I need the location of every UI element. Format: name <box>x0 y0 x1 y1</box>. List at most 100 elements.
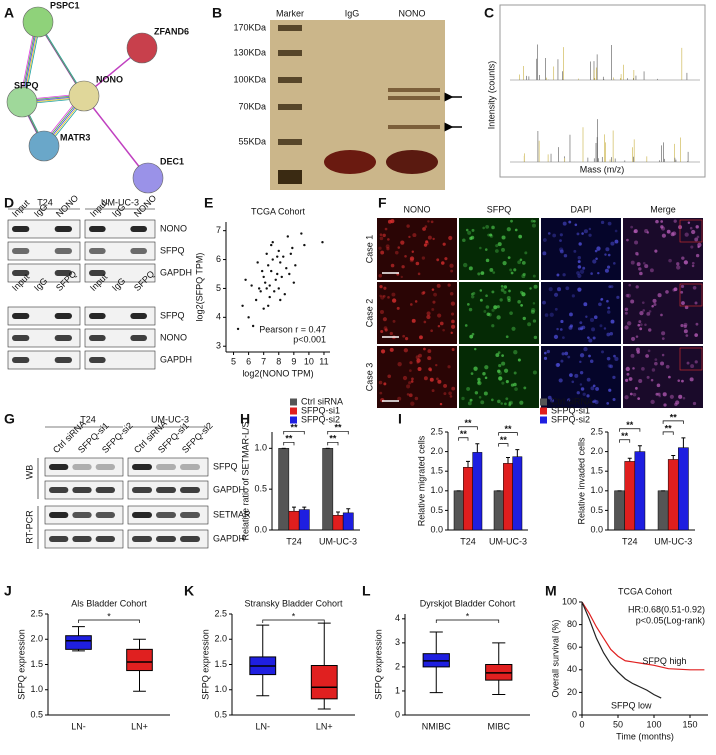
cell-dot <box>450 312 455 316</box>
panel-label: D <box>4 195 14 211</box>
cell-dot <box>675 400 680 405</box>
gel-band <box>386 150 438 174</box>
cell-dot <box>682 396 686 400</box>
cell-dot <box>401 265 405 269</box>
cell-dot <box>437 324 441 328</box>
y-tick-label: 2.5 <box>30 608 43 618</box>
cell-dot <box>436 258 440 262</box>
x-tick-label: 0 <box>579 719 584 729</box>
cell-dot <box>576 232 580 236</box>
channel-label: NONO <box>404 204 431 214</box>
cell-dot <box>468 266 473 271</box>
cell-dot <box>379 236 384 241</box>
cell-dot <box>661 337 665 340</box>
cell-dot <box>486 312 491 317</box>
cell-dot <box>687 221 691 224</box>
cell-dot <box>559 328 563 331</box>
ladder-band <box>278 50 302 56</box>
cell-dot <box>409 258 414 263</box>
cell-dot <box>378 246 382 250</box>
point <box>285 267 288 270</box>
cell-dot <box>639 327 643 331</box>
cell-dot <box>644 229 649 234</box>
cell-dot <box>559 239 562 243</box>
point <box>282 255 285 258</box>
cell-dot <box>402 334 406 338</box>
panel-label: J <box>4 583 12 599</box>
error-bar <box>302 506 307 510</box>
point <box>254 298 258 302</box>
point <box>279 298 282 302</box>
cell-dot <box>408 235 411 239</box>
bar <box>503 463 513 531</box>
cell-dot <box>613 262 616 265</box>
cell-dot <box>579 370 584 375</box>
significance: ** <box>670 412 678 422</box>
x-tick-label: LN+ <box>131 721 148 731</box>
cell-dot <box>656 383 661 388</box>
cell-dot <box>482 226 485 230</box>
cell-dot <box>665 364 670 369</box>
blot-band <box>89 248 106 254</box>
spectrum-frame <box>499 4 706 178</box>
cell-dot <box>423 243 428 247</box>
chart-title: Stransky Bladder Cohort <box>244 598 343 608</box>
blot-band <box>89 313 106 319</box>
x-tick-label: UM-UC-3 <box>654 536 692 546</box>
cell-dot <box>450 269 454 273</box>
x-axis-label: Time (months) <box>616 731 674 741</box>
point <box>247 316 250 319</box>
error-bar <box>671 455 676 460</box>
bar <box>332 515 344 531</box>
bar <box>614 490 625 531</box>
cell-dot <box>669 394 674 399</box>
sig-bracket <box>662 431 674 435</box>
error-bar <box>681 437 686 448</box>
point <box>251 324 255 328</box>
y-axis-label: log2(SFPQ TPM) <box>194 253 204 322</box>
sig-bracket <box>327 430 349 435</box>
cell-dot <box>647 349 651 353</box>
blot-band <box>130 313 147 319</box>
cell-dot <box>665 290 669 294</box>
point <box>265 252 268 255</box>
case-label: Case 2 <box>364 299 374 328</box>
cell-dot <box>557 287 562 292</box>
blot-band <box>130 335 147 341</box>
x-tick-label: 5 <box>231 356 236 366</box>
significance: ** <box>285 434 293 444</box>
cell-dot <box>624 311 628 315</box>
blot-band <box>49 487 69 493</box>
micrograph <box>623 346 703 408</box>
cell-dot <box>479 289 483 292</box>
blot-band <box>12 335 30 341</box>
cell-dot <box>558 247 564 252</box>
cell-dot <box>471 332 475 336</box>
cell-dot <box>450 324 456 329</box>
sig-bracket <box>283 441 295 446</box>
cell-dot <box>505 335 509 339</box>
panel-label: G <box>4 411 15 427</box>
blot <box>7 241 81 261</box>
cell-dot <box>588 354 591 358</box>
cell-dot <box>628 377 633 381</box>
cell-label: UM-UC-3 <box>101 197 139 207</box>
cell-dot <box>589 317 595 322</box>
gel-band <box>388 125 440 129</box>
significance: ** <box>626 420 634 430</box>
cell-label: T24 <box>37 197 53 207</box>
cell-dot <box>633 229 638 234</box>
cell-dot <box>378 380 383 385</box>
error-bar <box>466 460 470 468</box>
x-tick-label: T24 <box>286 536 302 546</box>
cell-dot <box>487 233 491 237</box>
cell-dot <box>491 290 495 294</box>
cell-dot <box>498 376 503 381</box>
y-tick-label: 2.5 <box>214 608 227 618</box>
blot-band <box>12 313 30 319</box>
point <box>286 235 289 238</box>
cell-dot <box>504 402 507 406</box>
cell-dot <box>676 265 681 270</box>
cell-dot <box>389 347 394 352</box>
